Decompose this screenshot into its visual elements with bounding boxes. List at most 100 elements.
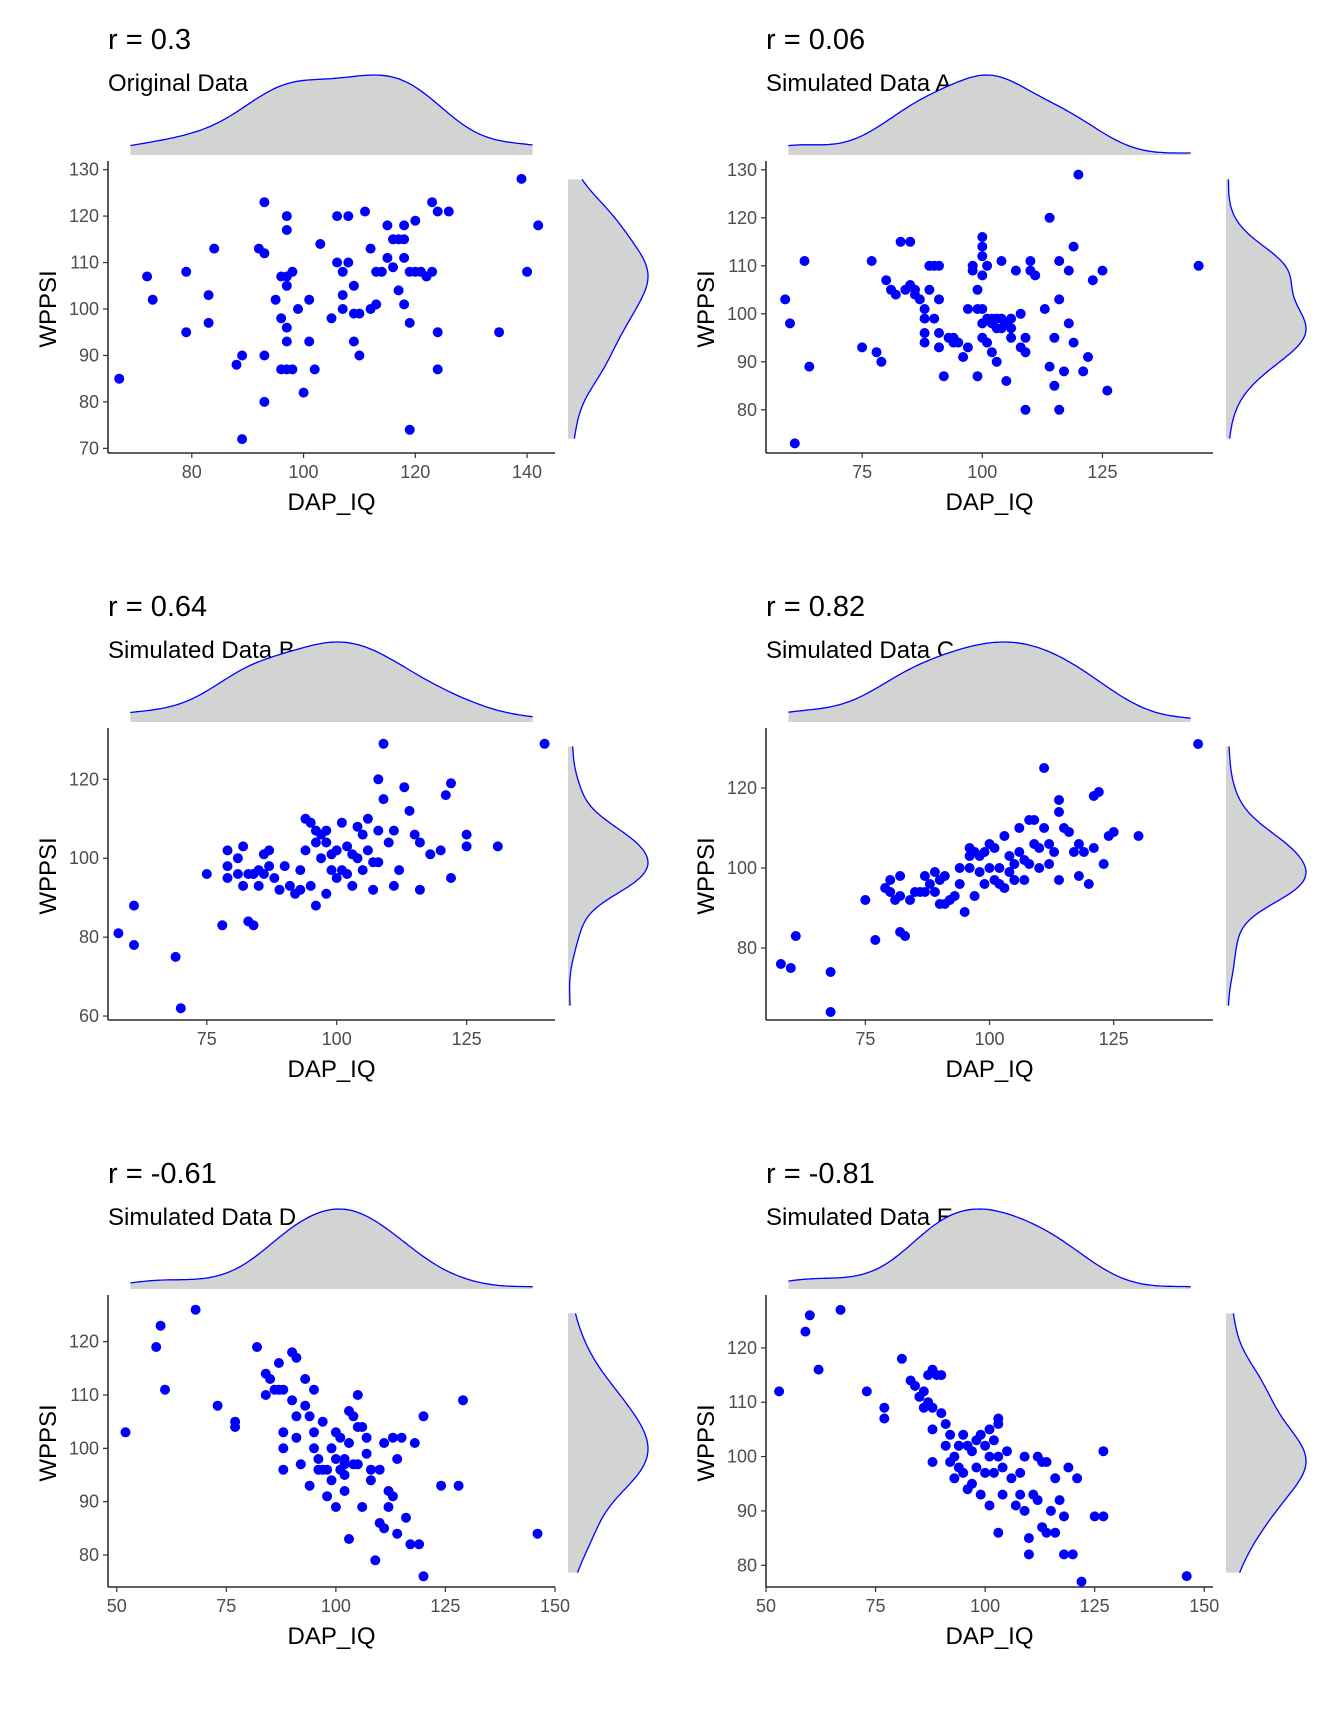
data-point bbox=[404, 424, 415, 435]
data-point bbox=[1049, 332, 1060, 343]
data-point bbox=[354, 308, 365, 319]
data-point bbox=[890, 289, 901, 300]
data-point bbox=[201, 869, 212, 879]
data-point bbox=[315, 239, 326, 249]
data-point bbox=[379, 1438, 390, 1448]
data-point bbox=[342, 841, 353, 852]
data-point bbox=[1004, 867, 1015, 877]
data-point bbox=[160, 1384, 170, 1395]
data-point bbox=[1108, 827, 1119, 837]
y-axis-label: WPPSI bbox=[35, 837, 62, 914]
data-point bbox=[190, 1304, 201, 1315]
data-point bbox=[934, 260, 944, 271]
data-point bbox=[326, 1475, 337, 1486]
data-point bbox=[217, 920, 228, 931]
data-point bbox=[982, 337, 993, 348]
data-point bbox=[813, 1364, 824, 1375]
y-axis-label: WPPSI bbox=[693, 270, 720, 347]
data-point bbox=[996, 256, 1007, 266]
data-point bbox=[1041, 1527, 1052, 1538]
data-point bbox=[939, 871, 950, 881]
data-point bbox=[492, 841, 503, 852]
data-point bbox=[929, 867, 940, 877]
x-tick-label: 75 bbox=[197, 1029, 217, 1049]
data-point bbox=[378, 738, 389, 749]
x-tick-label: 100 bbox=[322, 1029, 352, 1049]
data-point bbox=[1004, 851, 1015, 861]
data-point bbox=[427, 197, 438, 208]
data-point bbox=[959, 907, 970, 917]
data-point bbox=[989, 843, 1000, 853]
data-point bbox=[993, 1451, 1004, 1462]
data-point bbox=[1049, 380, 1060, 391]
y-density-curve bbox=[1227, 179, 1307, 439]
data-point bbox=[1063, 1462, 1074, 1473]
data-point bbox=[357, 1422, 368, 1432]
data-point bbox=[900, 931, 911, 941]
data-point bbox=[432, 206, 443, 217]
data-point bbox=[924, 879, 935, 889]
data-point bbox=[953, 1440, 964, 1451]
x-density-fill bbox=[130, 75, 533, 155]
data-point bbox=[368, 884, 379, 895]
scatter-plot: 75 100 125 80 90 100 110 120 130 DAP_IQ WPPSI bbox=[693, 74, 1307, 516]
data-point bbox=[278, 1443, 289, 1454]
data-point bbox=[418, 1571, 429, 1582]
data-point bbox=[999, 831, 1010, 841]
data-point bbox=[919, 887, 930, 897]
data-point bbox=[305, 817, 316, 828]
data-point bbox=[222, 861, 233, 872]
data-point bbox=[295, 1459, 306, 1470]
data-point bbox=[994, 863, 1005, 873]
data-point bbox=[427, 266, 438, 277]
chart-panel-simulated-c: r = 0.82 Simulated Data C 75 100 125 80 100 1… bbox=[693, 589, 1344, 1157]
data-point bbox=[1019, 875, 1030, 885]
data-point bbox=[203, 317, 214, 328]
scatter-plot: 50 75 100 125 150 80 90 100 110 120 DAP_IQ WPPSI bbox=[693, 1208, 1307, 1650]
data-point bbox=[259, 248, 270, 259]
data-point bbox=[1083, 879, 1094, 889]
data-point bbox=[910, 1380, 920, 1391]
data-point bbox=[1019, 1451, 1030, 1462]
y-tick-label: 60 bbox=[79, 1006, 99, 1026]
data-point bbox=[1002, 1446, 1012, 1457]
data-point bbox=[914, 294, 925, 305]
data-point bbox=[259, 350, 270, 361]
data-point bbox=[414, 1539, 425, 1550]
data-point bbox=[982, 260, 993, 271]
data-point bbox=[238, 880, 249, 891]
data-point bbox=[432, 364, 443, 375]
data-point bbox=[348, 336, 359, 347]
data-point bbox=[1039, 823, 1050, 833]
data-point bbox=[388, 262, 398, 273]
data-point bbox=[919, 304, 930, 314]
data-point bbox=[825, 967, 836, 977]
data-point bbox=[373, 825, 384, 836]
panel-title: r = -0.61 bbox=[108, 1158, 217, 1190]
data-point bbox=[967, 1446, 977, 1457]
data-point bbox=[376, 266, 387, 277]
y-tick-label: 120 bbox=[727, 1338, 757, 1358]
data-point bbox=[1023, 1533, 1034, 1544]
data-point bbox=[895, 236, 906, 247]
data-point bbox=[326, 313, 337, 324]
data-point bbox=[342, 869, 353, 879]
data-point bbox=[394, 865, 405, 876]
data-point bbox=[1054, 795, 1064, 805]
data-point bbox=[896, 1353, 907, 1364]
data-point bbox=[310, 837, 321, 848]
data-point bbox=[1015, 1489, 1026, 1500]
chart-panel-simulated-b: r = 0.64 Simulated Data B 75 100 125 60 80 10… bbox=[35, 589, 768, 1157]
data-point bbox=[905, 895, 915, 905]
data-point bbox=[1073, 169, 1084, 180]
chart-panel-simulated-d: r = -0.61 Simulated Data D 50 75 100 125 150… bbox=[35, 1156, 768, 1724]
data-point bbox=[895, 871, 906, 881]
y-tick-label: 70 bbox=[79, 438, 99, 458]
data-point bbox=[339, 1459, 350, 1470]
chart-panel-simulated-e: r = -0.81 Simulated Data E 50 75 100 125 150… bbox=[693, 1156, 1344, 1724]
data-point bbox=[352, 821, 363, 832]
panel-title: r = 0.06 bbox=[766, 24, 866, 56]
data-point bbox=[432, 327, 443, 338]
data-point bbox=[298, 387, 309, 398]
data-point bbox=[1098, 1511, 1109, 1522]
